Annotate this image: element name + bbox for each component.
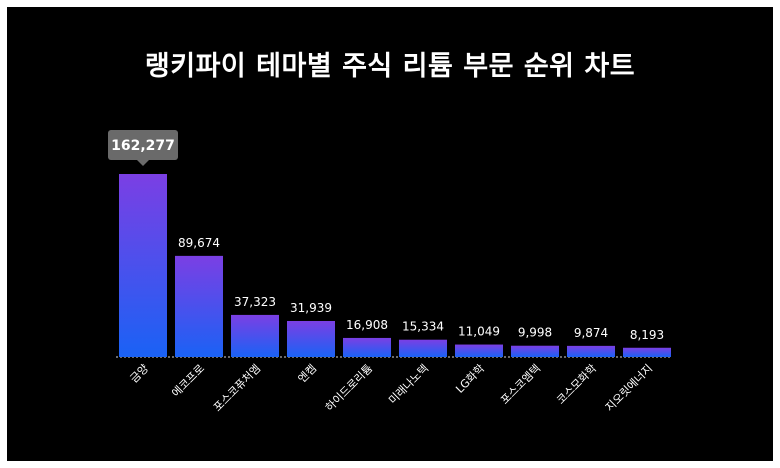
category-label-8: 포스코엠텍 <box>498 362 543 407</box>
chart-title: 랭키파이 테마별 주식 리튬 부문 순위 차트 <box>144 51 636 82</box>
category-label-2: 에코프로 <box>169 362 207 400</box>
value-label-8: 9,998 <box>518 326 552 340</box>
bar-7 <box>455 344 503 357</box>
value-label-6: 15,334 <box>402 320 444 334</box>
bar-3 <box>231 314 279 357</box>
category-label-3: 포스코퓨처엠 <box>211 362 263 414</box>
category-label-5: 하이드로리튬 <box>322 361 375 414</box>
bar-9 <box>567 345 615 357</box>
value-label-2: 89,674 <box>178 236 220 250</box>
value-label-10: 8,193 <box>630 328 664 342</box>
value-label-3: 37,323 <box>234 295 276 309</box>
value-label-7: 11,049 <box>458 325 500 339</box>
category-label-10: 지오릿에너지 <box>603 362 655 414</box>
category-label-9: 코스모화학 <box>554 362 599 407</box>
value-label-5: 16,908 <box>346 318 388 332</box>
bar-10 <box>623 347 671 357</box>
bar-2 <box>175 255 223 357</box>
bar-6 <box>399 339 447 357</box>
value-callout-pointer <box>137 160 149 166</box>
value-callout <box>108 130 178 160</box>
bar-1 <box>119 174 167 357</box>
category-label-4: 엔켐 <box>296 362 320 386</box>
bar-8 <box>511 345 559 357</box>
category-label-1: 금양 <box>128 362 152 386</box>
value-label-1: 162,277 <box>111 138 175 154</box>
category-label-7: LG화학 <box>453 362 487 396</box>
value-label-9: 9,874 <box>574 326 608 340</box>
category-label-6: 미래나노텍 <box>386 362 431 407</box>
bar-5 <box>343 337 391 357</box>
value-label-4: 31,939 <box>290 301 332 315</box>
bar-4 <box>287 320 335 357</box>
